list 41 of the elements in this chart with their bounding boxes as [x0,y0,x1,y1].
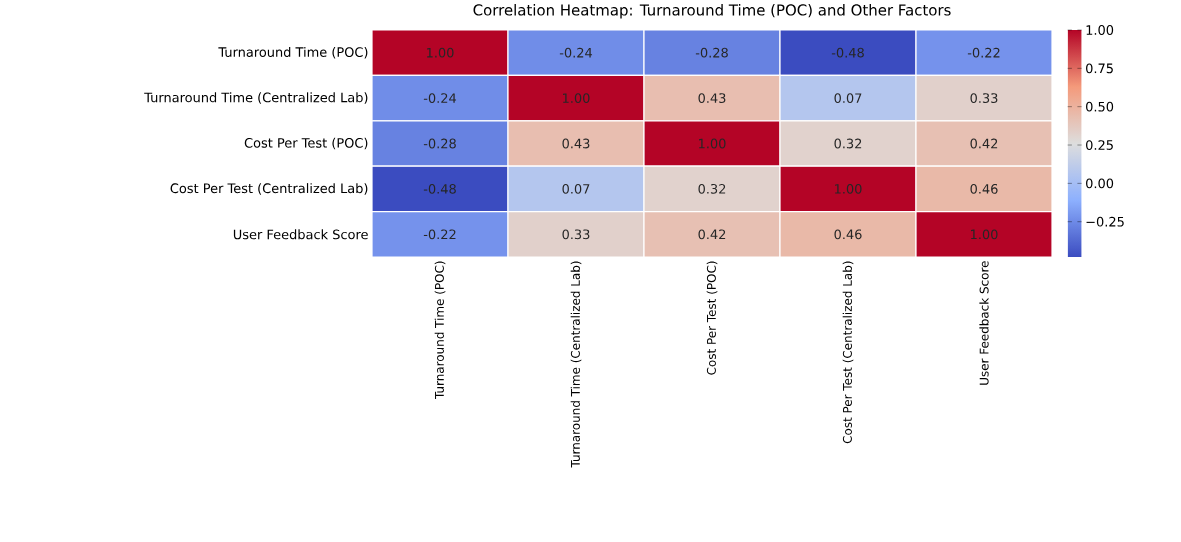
data-label: 1.00 [563,93,590,104]
y-tick-label: User Feedback Score [233,229,368,240]
data-label: 0.33 [562,229,590,240]
x-tick-label: Cost Per Test (Centralized Lab) [842,261,854,444]
color-bar-label: 0.75 [1086,63,1113,74]
data-label: 0.46 [834,229,862,240]
data-label: 0.07 [562,184,590,194]
y-tick-label: Cost Per Test (POC) [244,137,368,150]
data-label: 0.46 [970,184,998,194]
data-label: -0.24 [423,93,457,104]
x-tick-label: User Feedback Score [979,261,989,385]
color-bar-label: 0.50 [1086,101,1114,112]
data-label: -0.24 [559,47,593,58]
data-label: -0.28 [695,47,728,58]
color-bar-label: 0.25 [1086,140,1113,150]
data-label: 1.00 [835,184,862,194]
data-label: 0.43 [562,138,590,149]
data-label: 0.33 [970,93,998,104]
x-tick-label: Turnaround Time (Centralized Lab) [570,261,582,468]
data-label: 0.07 [834,93,862,104]
data-label: -0.22 [967,47,1000,58]
color-bar-label: 0.00 [1086,178,1114,189]
color-bar-label: −0.25 [1086,216,1124,227]
y-tick-label: Turnaround Time (POC) [218,46,368,59]
x-tick-label: Cost Per Test (POC) [706,261,718,375]
data-label: -0.48 [831,47,864,58]
data-label: 0.42 [970,138,998,149]
data-label: 0.32 [834,138,862,149]
data-label: 1.00 [427,47,454,58]
data-label: 0.42 [698,229,726,240]
data-label: 1.00 [971,229,998,240]
data-label: 1.00 [699,138,726,149]
data-label: 0.43 [698,93,726,104]
y-tick-label: Cost Per Test (Centralized Lab) [170,183,368,195]
chart-title: Correlation Heatmap: Turnaround Time (POC) and Other Factors [473,4,951,19]
data-label: 0.32 [698,184,726,194]
data-label: -0.48 [423,184,456,194]
y-tick-label: Turnaround Time (Centralized Lab) [144,92,368,104]
color-bar-label: 1.00 [1086,25,1114,35]
data-label: -0.28 [423,138,456,149]
data-label: -0.22 [423,229,456,240]
